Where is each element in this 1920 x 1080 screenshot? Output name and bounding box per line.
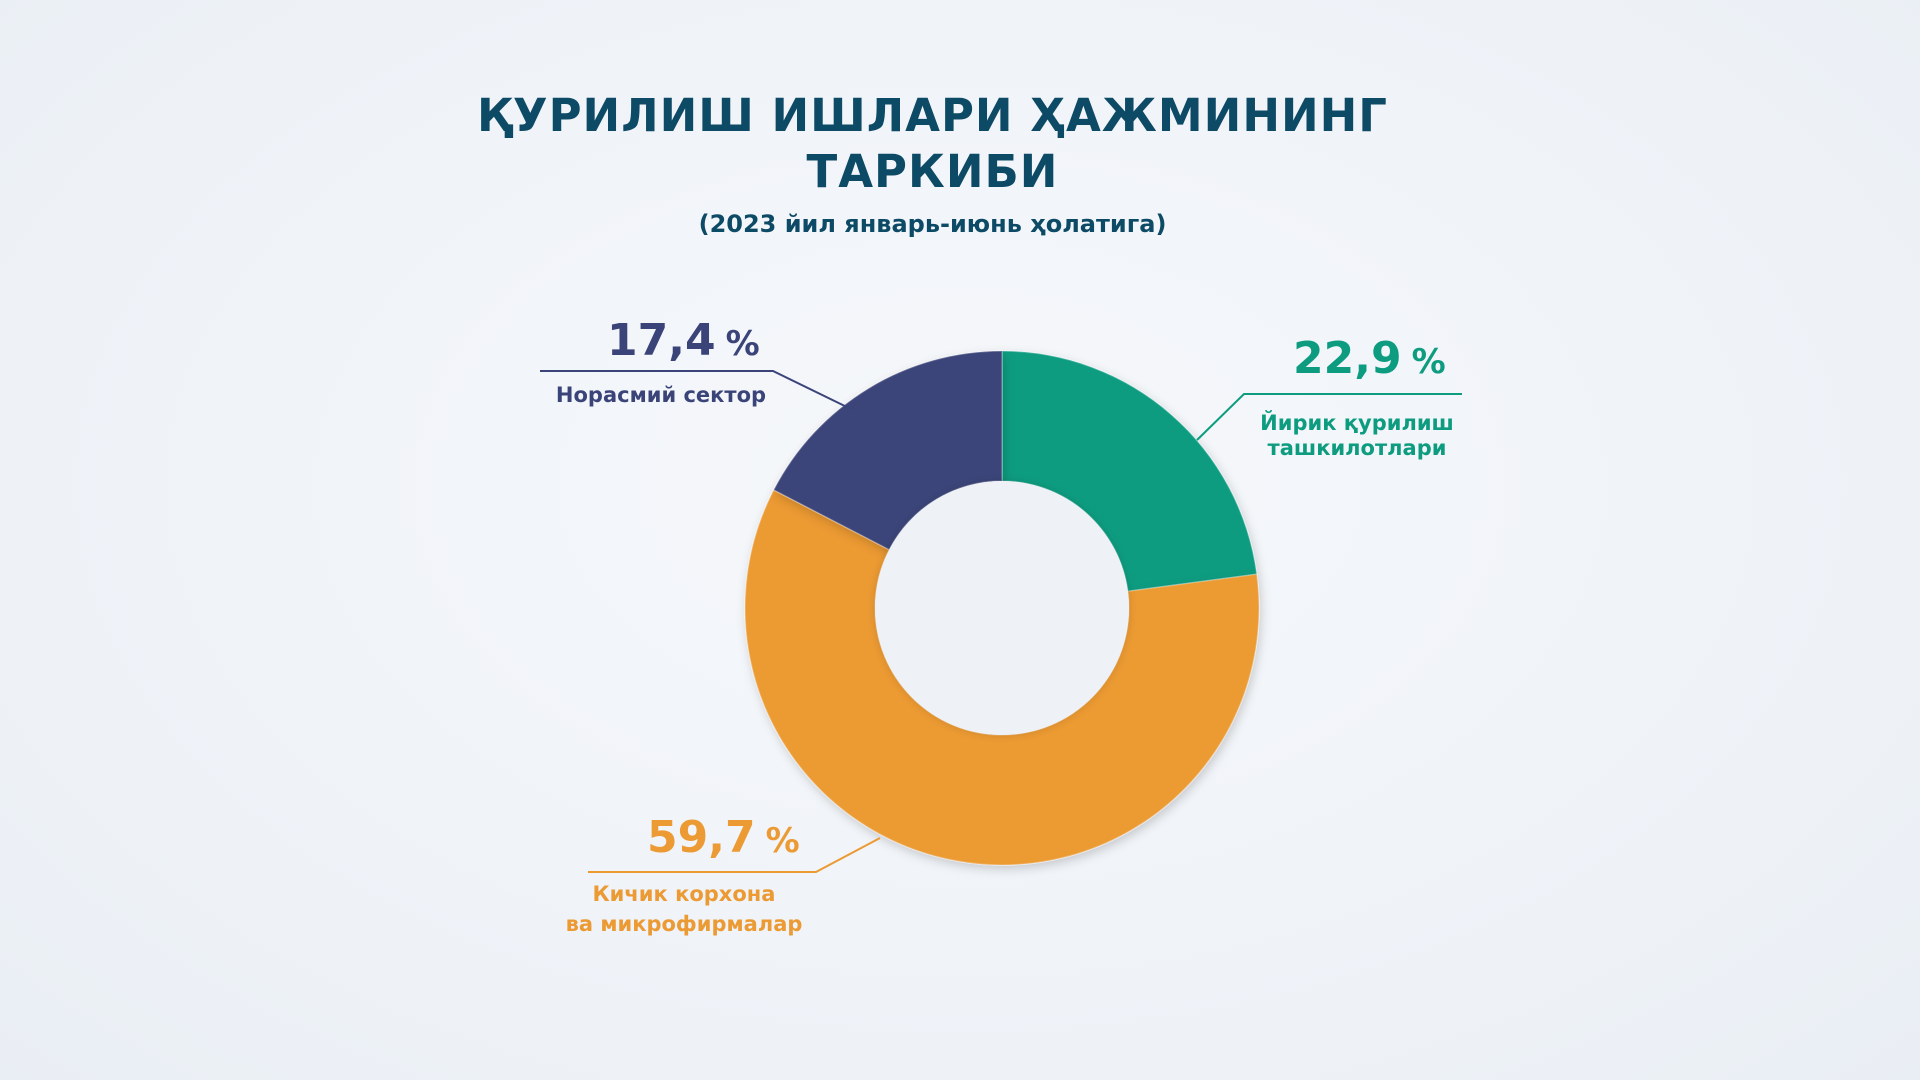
value-label-large-organizations: 22,9% <box>1293 333 1446 384</box>
category-label-informal-sector: Норасмий сектор <box>556 383 766 407</box>
donut-hole <box>875 481 1129 735</box>
category-label-small-businesses: Кичик корхона <box>593 882 776 906</box>
leader-line-informal-sector <box>540 370 854 411</box>
value-label-small-businesses: 59,7% <box>647 812 800 863</box>
leader-line-small-businesses <box>588 837 881 873</box>
category-label-large-organizations: ташкилотлари <box>1268 436 1447 460</box>
chart-title-line-1: ҚУРИЛИШ ИШЛАРИ ҲАЖМИНИНГ <box>477 89 1388 142</box>
chart-title-line-2: ТАРКИБИ <box>806 145 1059 198</box>
value-label-informal-sector: 17,4% <box>607 315 760 366</box>
slice-large-organizations <box>1001 350 1258 593</box>
category-label-small-businesses: ва микрофирмалар <box>566 912 803 936</box>
category-label-large-organizations: Йирик қурилиш <box>1260 410 1454 435</box>
chart-title: ҚУРИЛИШ ИШЛАРИ ҲАЖМИНИНГ ТАРКИБИ <box>0 88 1865 200</box>
chart-subtitle: (2023 йил январь-июнь ҳолатига) <box>698 210 1167 238</box>
donut-slices <box>744 350 1260 866</box>
leader-line-large-organizations <box>1196 393 1462 441</box>
